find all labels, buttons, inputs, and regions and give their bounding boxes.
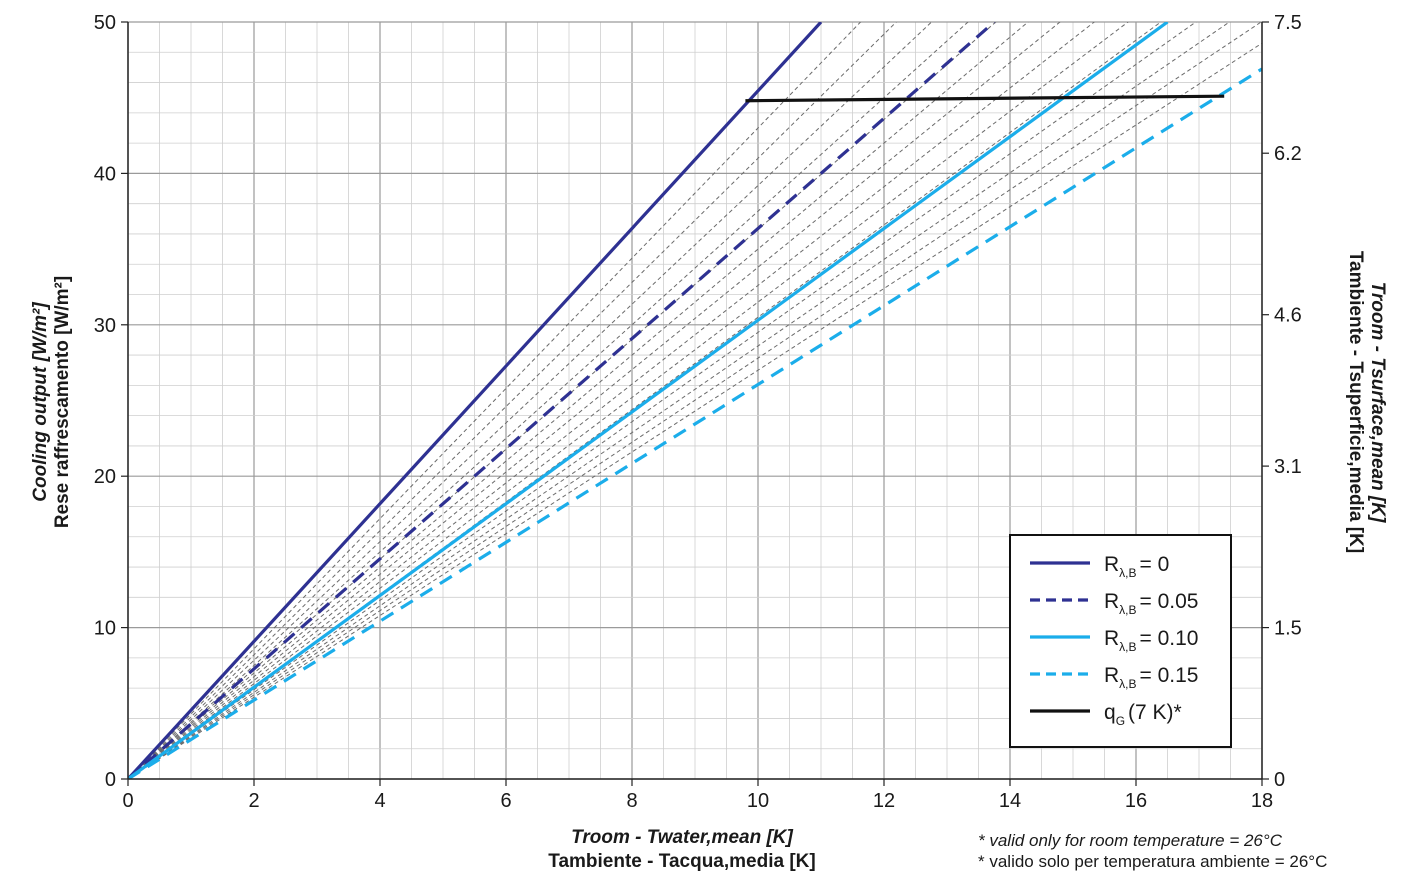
helper-line — [128, 22, 1231, 779]
y2-tick-label: 7.5 — [1274, 12, 1302, 34]
helper-line — [128, 42, 1262, 779]
legend-box — [1009, 534, 1232, 748]
footnote-it: * valido solo per temperatura ambiente =… — [978, 852, 1327, 871]
y-tick-label: 20 — [94, 466, 116, 488]
y-tick-label: 30 — [94, 315, 116, 337]
y2-tick-label: 0 — [1274, 769, 1285, 791]
footnote-en: * valid only for room temperature = 26°C — [978, 831, 1283, 850]
y2-label-it: Tambiente - Tsuperficie,media [K] — [1345, 251, 1366, 553]
legend-label-1: Rλ,B = 0.05 — [1104, 590, 1199, 617]
x-tick-label: 4 — [374, 790, 385, 812]
x-tick-label: 6 — [500, 790, 511, 812]
x-tick-label: 10 — [747, 790, 769, 812]
y2-tick-label: 3.1 — [1274, 456, 1302, 478]
x-label-en: Troom - Twater,mean [K] — [571, 827, 793, 848]
helper-line — [128, 22, 933, 779]
helper-line — [128, 22, 1061, 779]
helper-line — [128, 22, 862, 779]
legend-label-0: Rλ,B = 0 — [1104, 553, 1169, 580]
helper-line — [128, 22, 1029, 779]
series-line-1 — [128, 22, 996, 779]
y-axis-title-left: Cooling output [W/m²] Rese raffrescament… — [30, 276, 73, 528]
x-tick-label: 14 — [999, 790, 1021, 812]
y2-label-en: Troom - Tsurface,mean [K] — [1367, 282, 1388, 523]
legend: Rλ,B = 0 Rλ,B = 0.05 Rλ,B = 0.10 Rλ,B = 0.15 qG(… — [1009, 534, 1232, 748]
y-tick-label: 0 — [105, 769, 116, 791]
y-tick-label: 10 — [94, 618, 116, 640]
y2-tick-label: 1.5 — [1274, 618, 1302, 640]
y-label-it: Rese raffrescamento [W/m²] — [52, 276, 73, 528]
legend-items: Rλ,B = 0 Rλ,B = 0.05 Rλ,B = 0.10 Rλ,B = 0.15 qG(… — [1030, 553, 1199, 728]
tick-labels: 0 2 4 6 8 10 12 14 16 180102030405001.53.14.66.27… — [94, 12, 1302, 812]
legend-label-2: Rλ,B = 0.10 — [1104, 627, 1199, 654]
helper-line — [128, 22, 1096, 779]
series-lines — [128, 22, 1262, 779]
x-tick-label: 8 — [626, 790, 637, 812]
series-line-3 — [128, 67, 1262, 779]
y-tick-label: 50 — [94, 12, 116, 34]
helper-line — [128, 22, 1197, 779]
helper-line — [128, 22, 997, 779]
y2-tick-label: 4.6 — [1274, 305, 1302, 327]
y2-tick-label: 6.2 — [1274, 143, 1302, 165]
y-label-en: Cooling output [W/m²] — [30, 302, 51, 502]
helper-line — [128, 22, 969, 779]
y-axis-title-right: Troom - Tsurface,mean [K] Tambiente - Ts… — [1345, 251, 1388, 553]
y-tick-label: 40 — [94, 163, 116, 185]
helper-line — [128, 22, 1262, 779]
legend-label-4: qG (7 K)* — [1104, 701, 1182, 728]
x-tick-label: 18 — [1251, 790, 1273, 812]
helper-line — [128, 22, 1129, 779]
series-line-2 — [128, 22, 1169, 779]
x-label-it: Tambiente - Tacqua,media [K] — [548, 851, 815, 872]
x-tick-label: 2 — [248, 790, 259, 812]
legend-label-3: Rλ,B = 0.15 — [1104, 664, 1199, 691]
series-line-0 — [128, 22, 823, 779]
x-tick-label: 12 — [873, 790, 895, 812]
x-tick-label: 16 — [1125, 790, 1147, 812]
axes — [127, 22, 1263, 780]
series-line-4 — [745, 94, 1225, 103]
x-tick-label: 0 — [122, 790, 133, 812]
